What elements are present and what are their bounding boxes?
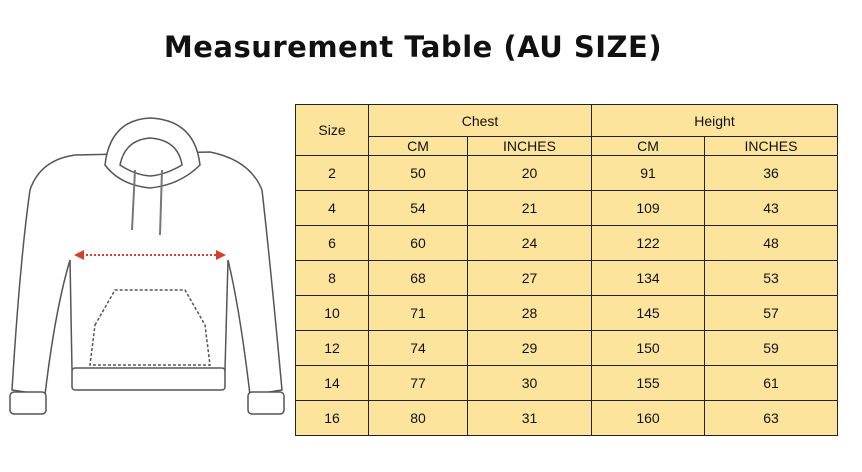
table-cell: 27 xyxy=(467,260,592,296)
table-row: 2 50 20 91 36 xyxy=(295,155,838,191)
table-cell: 29 xyxy=(467,330,592,366)
unit-header: CM xyxy=(591,136,705,156)
table-cell: 14 xyxy=(295,365,369,401)
table-cell: 122 xyxy=(591,225,705,261)
table-cell: 31 xyxy=(467,400,592,436)
table-cell: 61 xyxy=(704,365,838,401)
table-row: 6 60 24 122 48 xyxy=(295,225,838,261)
table-cell: 48 xyxy=(704,225,838,261)
table-cell: 134 xyxy=(591,260,705,296)
table-row: 12 74 29 150 59 xyxy=(295,330,838,366)
chest-width-arrow xyxy=(74,250,226,260)
table-row: 8 68 27 134 53 xyxy=(295,260,838,296)
table-cell: 155 xyxy=(591,365,705,401)
table-cell: 4 xyxy=(295,190,369,226)
table-cell: 43 xyxy=(704,190,838,226)
table-cell: 20 xyxy=(467,155,592,191)
table-cell: 30 xyxy=(467,365,592,401)
table-cell: 160 xyxy=(591,400,705,436)
chest-header: Chest xyxy=(368,104,592,137)
table-cell: 10 xyxy=(295,295,369,331)
size-header: Size xyxy=(295,104,369,156)
table-cell: 68 xyxy=(368,260,468,296)
table-cell: 57 xyxy=(704,295,838,331)
table-cell: 53 xyxy=(704,260,838,296)
table-cell: 80 xyxy=(368,400,468,436)
table-cell: 50 xyxy=(368,155,468,191)
table-cell: 60 xyxy=(368,225,468,261)
table-cell: 71 xyxy=(368,295,468,331)
unit-header: INCHES xyxy=(467,136,592,156)
table-cell: 74 xyxy=(368,330,468,366)
table-cell: 21 xyxy=(467,190,592,226)
table-cell: 28 xyxy=(467,295,592,331)
unit-header: INCHES xyxy=(704,136,838,156)
table-cell: 2 xyxy=(295,155,369,191)
table-cell: 12 xyxy=(295,330,369,366)
table-row: 16 80 31 160 63 xyxy=(295,400,838,436)
table-row: 10 71 28 145 57 xyxy=(295,295,838,331)
table-cell: 16 xyxy=(295,400,369,436)
height-header: Height xyxy=(591,104,838,137)
table-cell: 24 xyxy=(467,225,592,261)
table-cell: 63 xyxy=(704,400,838,436)
table-cell: 145 xyxy=(591,295,705,331)
table-row: 14 77 30 155 61 xyxy=(295,365,838,401)
table-cell: 54 xyxy=(368,190,468,226)
unit-header: CM xyxy=(368,136,468,156)
page-title: Measurement Table (AU SIZE) xyxy=(163,30,663,64)
table-cell: 59 xyxy=(704,330,838,366)
table-cell: 109 xyxy=(591,190,705,226)
table-cell: 6 xyxy=(295,225,369,261)
hoodie-icon xyxy=(9,117,285,415)
table-cell: 150 xyxy=(591,330,705,366)
table-cell: 91 xyxy=(591,155,705,191)
table-row: 4 54 21 109 43 xyxy=(295,190,838,226)
table-cell: 77 xyxy=(368,365,468,401)
table-cell: 36 xyxy=(704,155,838,191)
table-cell: 8 xyxy=(295,260,369,296)
